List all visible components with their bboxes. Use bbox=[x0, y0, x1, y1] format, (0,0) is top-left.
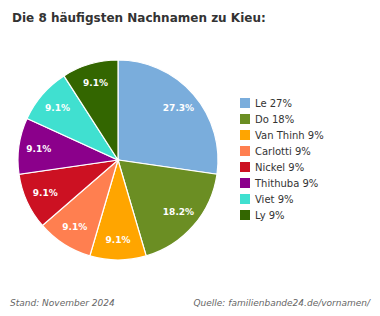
legend-label: Viet 9% bbox=[255, 194, 294, 205]
data-label: 27.3% bbox=[163, 103, 194, 113]
legend-swatch bbox=[240, 178, 250, 188]
legend-label: Nickel 9% bbox=[255, 162, 304, 173]
footer-note: Stand: November 2024 bbox=[10, 298, 115, 308]
legend-label: Thithuba 9% bbox=[254, 178, 318, 189]
chart-svg: Die 8 häufigsten Nachnamen zu Kieu: 27.3%… bbox=[0, 0, 380, 316]
legend-label: Van Thinh 9% bbox=[255, 130, 324, 141]
legend-swatch bbox=[240, 98, 250, 108]
legend-item: Do 18% bbox=[240, 114, 294, 125]
pie-slice bbox=[64, 60, 118, 160]
data-label: 9.1% bbox=[33, 188, 58, 198]
data-label: 9.1% bbox=[62, 222, 87, 232]
legend-label: Do 18% bbox=[255, 114, 294, 125]
pie-group bbox=[18, 60, 218, 260]
legend-swatch bbox=[240, 146, 250, 156]
data-label: 9.1% bbox=[45, 103, 70, 113]
legend-item: Viet 9% bbox=[240, 194, 294, 205]
chart-title: Die 8 häufigsten Nachnamen zu Kieu: bbox=[12, 11, 266, 25]
legend-item: Le 27% bbox=[240, 98, 292, 109]
legend-label: Carlotti 9% bbox=[255, 146, 311, 157]
pie-slice bbox=[118, 60, 218, 174]
legend-swatch bbox=[240, 162, 250, 172]
chart-container: Die 8 häufigsten Nachnamen zu Kieu: 27.3%… bbox=[0, 0, 380, 316]
legend-label: Le 27% bbox=[255, 98, 292, 109]
legend-swatch bbox=[240, 114, 250, 124]
legend-swatch bbox=[240, 130, 250, 140]
data-label: 18.2% bbox=[163, 207, 194, 217]
data-label: 9.1% bbox=[26, 144, 51, 154]
data-label: 9.1% bbox=[106, 235, 131, 245]
legend-item: Carlotti 9% bbox=[240, 146, 311, 157]
data-label: 9.1% bbox=[83, 78, 108, 88]
footer-note: Quelle: familienbande24.de/vornamen/ bbox=[193, 298, 370, 308]
data-labels: 27.3% 18.2% 9.1% 9.1% 9.1% 9.1% 9.1% 9.1% bbox=[26, 78, 194, 245]
legend-item: Thithuba 9% bbox=[240, 178, 318, 189]
legend-item: Ly 9% bbox=[240, 210, 285, 221]
legend-swatch bbox=[240, 194, 250, 204]
legend: Le 27% Do 18% Van Thinh 9% Carlotti 9% Nicke… bbox=[240, 98, 324, 221]
legend-label: Ly 9% bbox=[255, 210, 285, 221]
legend-swatch bbox=[240, 210, 250, 220]
legend-item: Van Thinh 9% bbox=[240, 130, 324, 141]
legend-item: Nickel 9% bbox=[240, 162, 304, 173]
